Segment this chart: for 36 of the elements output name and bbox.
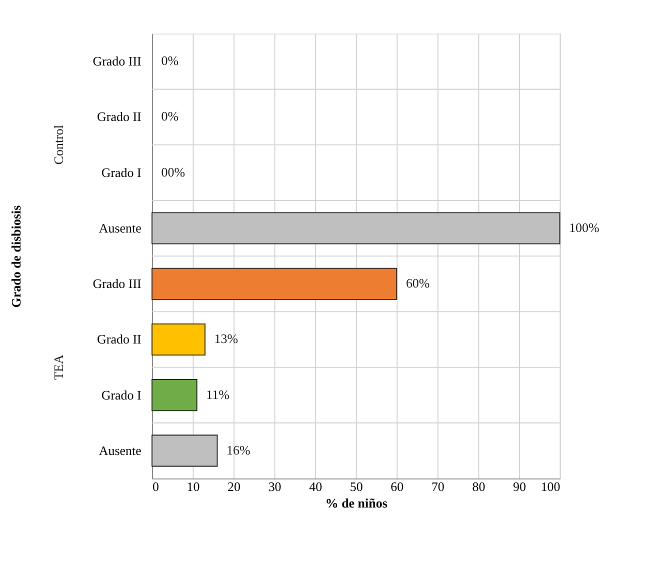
y-tick-label: Ausente <box>98 442 142 458</box>
bar <box>152 379 198 412</box>
y-tick-label: Grado I <box>101 387 142 402</box>
x-tick-label: 100 <box>540 479 560 494</box>
x-axis-title: % de niños <box>325 496 388 511</box>
y-tick-label: Grado I <box>101 164 142 180</box>
x-tick-label: 50 <box>350 479 363 494</box>
x-tick-label: 20 <box>228 479 241 494</box>
bar <box>152 212 560 244</box>
text: Control <box>51 124 66 165</box>
data-label: 16% <box>226 442 250 458</box>
data-label: 13% <box>214 331 238 346</box>
y-axis-title: Grado de disbiosis <box>8 205 24 308</box>
x-tick-label: 30 <box>268 479 282 494</box>
data-label: 11% <box>206 386 230 402</box>
y-tick-label: Ausente <box>98 220 142 236</box>
data-label: 0% <box>161 108 179 124</box>
x-tick-label: 10 <box>186 479 200 494</box>
data-label: 60% <box>406 276 430 291</box>
y-tick-label: Grado III <box>92 276 142 292</box>
bar <box>152 434 218 467</box>
bar <box>152 323 206 356</box>
text: TEA <box>51 354 66 380</box>
x-tick-label: 90 <box>513 479 526 494</box>
x-tick-label: 60 <box>390 479 404 494</box>
bar <box>152 268 398 300</box>
y-tick-label: Grado II <box>97 109 142 124</box>
y-tick-label: Grado III <box>92 54 142 69</box>
data-label: 0% <box>161 53 179 68</box>
y-tick-label: Grado II <box>97 332 142 347</box>
x-tick-label: 0 <box>152 479 159 494</box>
x-tick-label: 70 <box>431 479 444 494</box>
x-tick-label: 40 <box>309 479 322 494</box>
data-label: 100% <box>569 220 600 235</box>
data-label: 00% <box>161 164 186 180</box>
x-tick-label: 80 <box>472 479 486 494</box>
